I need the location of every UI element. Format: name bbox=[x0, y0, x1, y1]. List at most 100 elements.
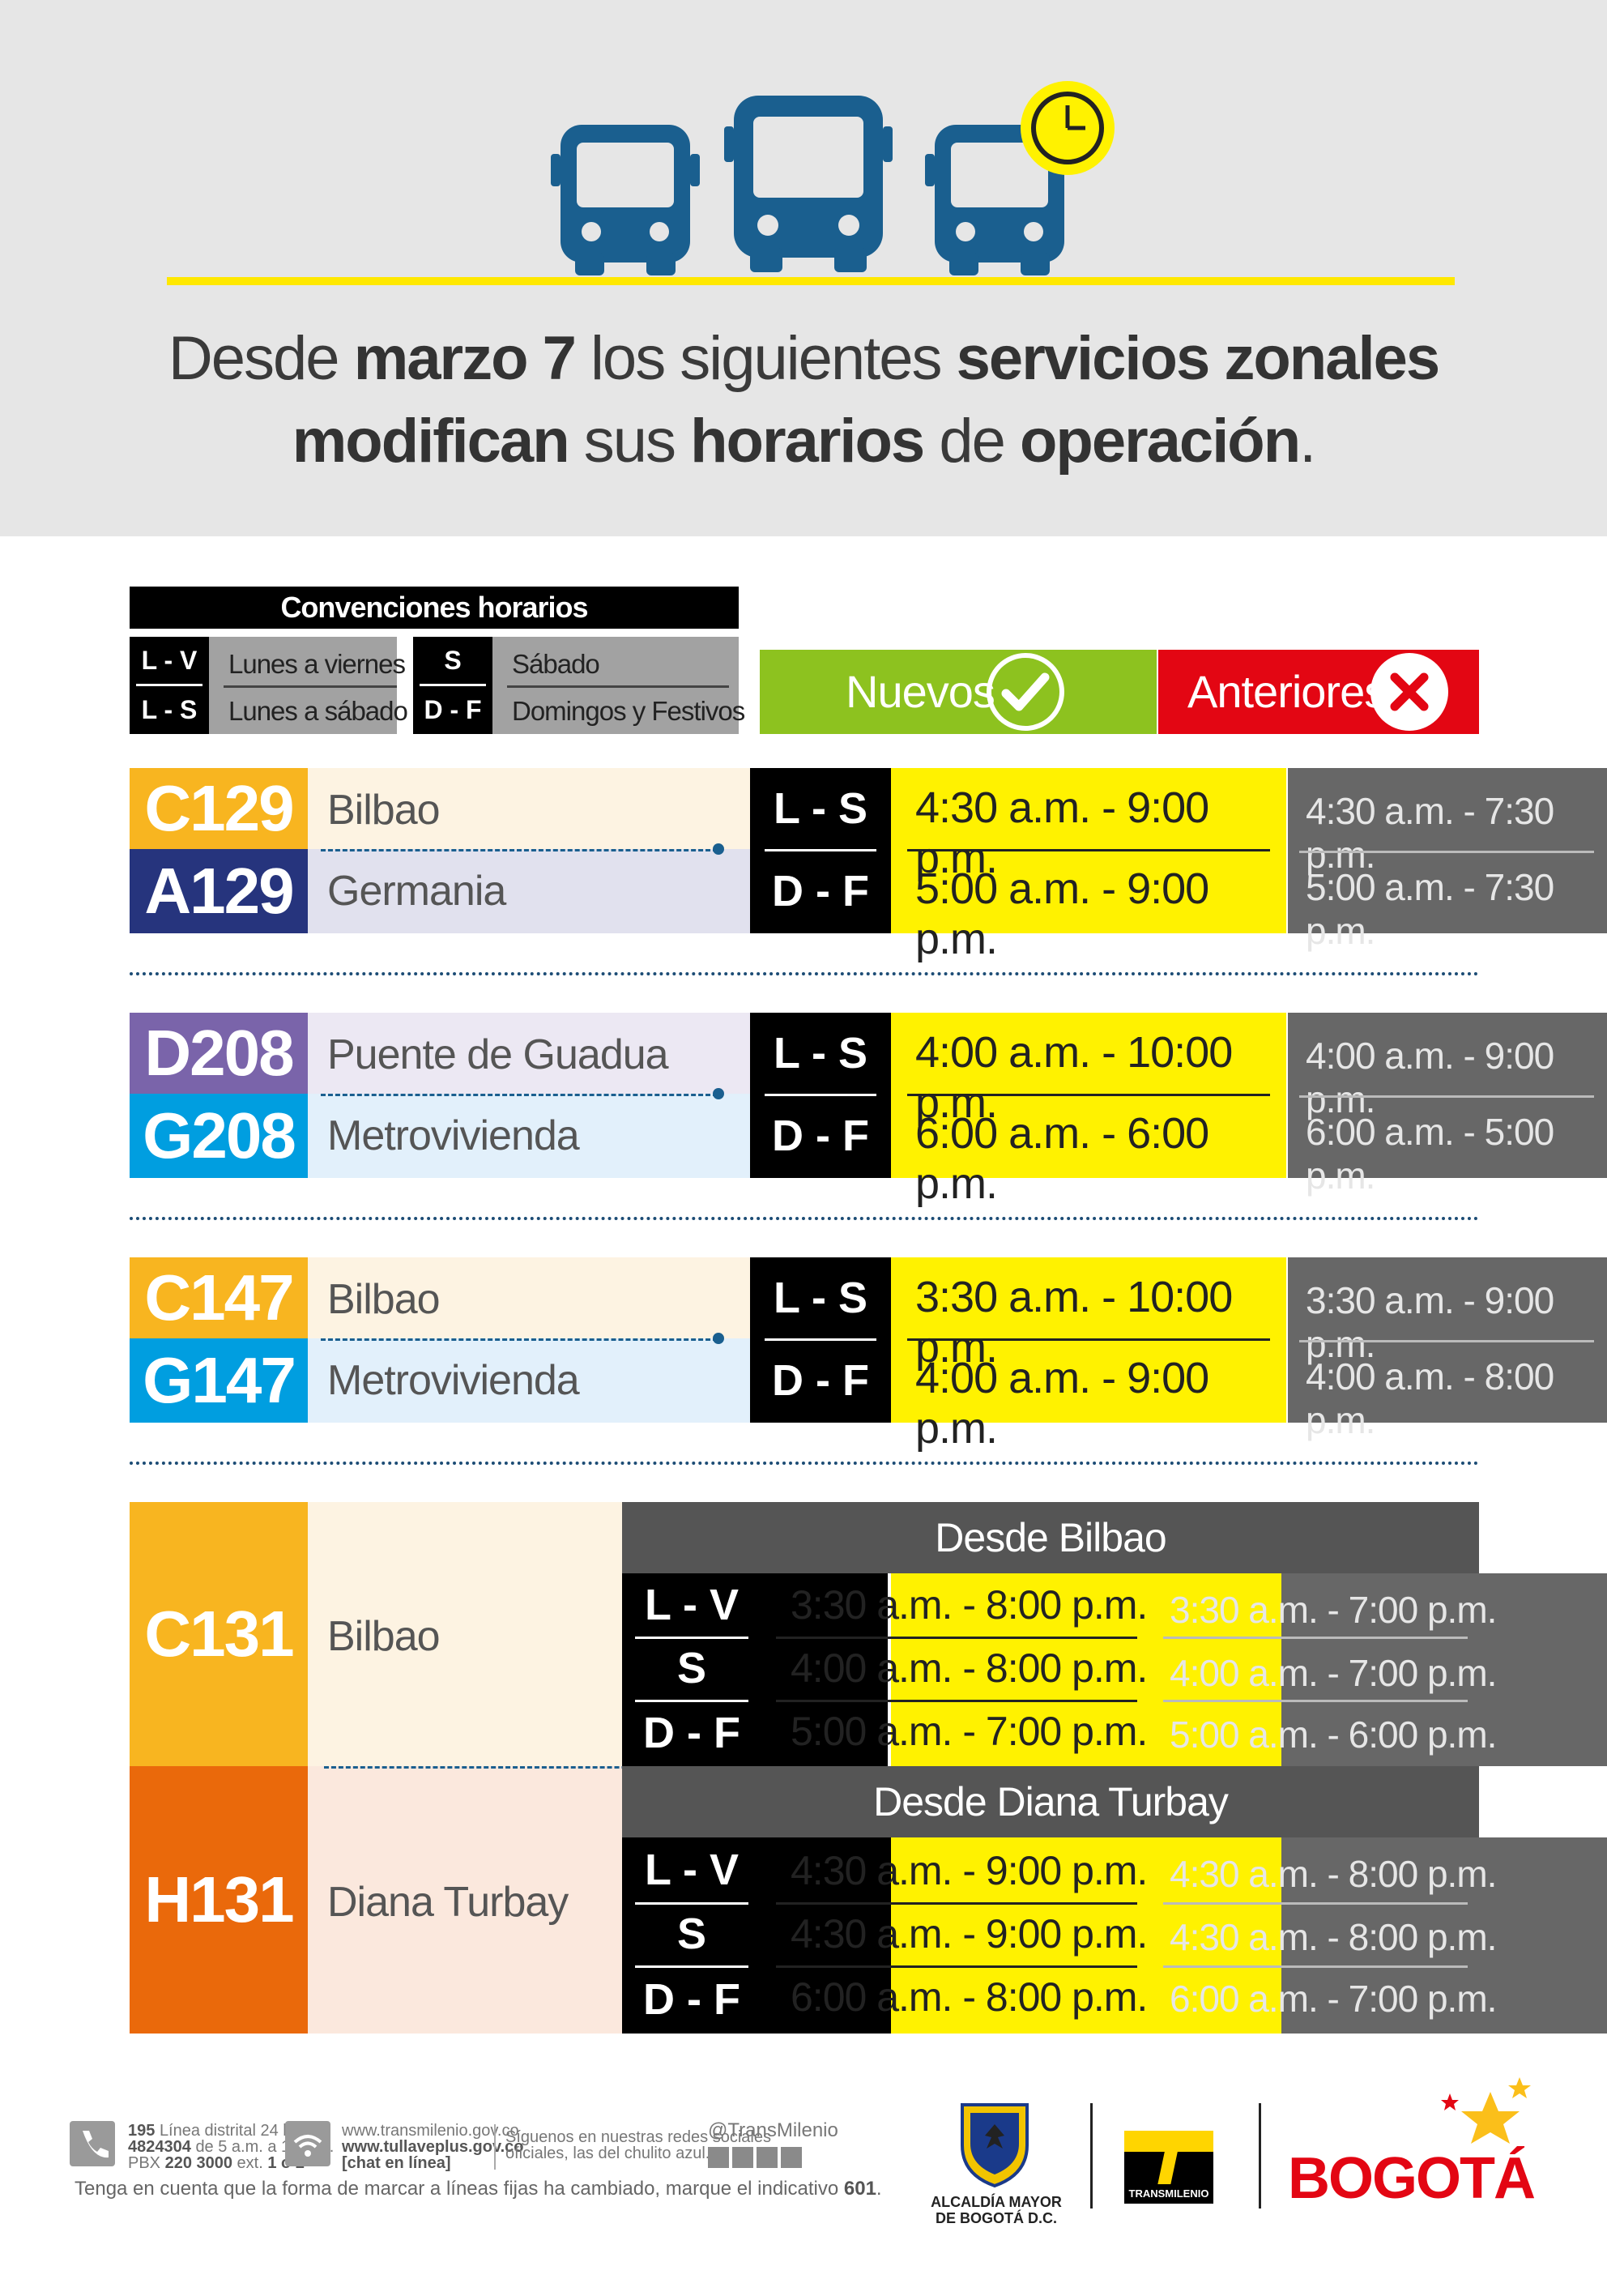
phone-icon bbox=[70, 2121, 115, 2166]
route-code: A129 bbox=[130, 849, 308, 933]
instagram-icon[interactable] bbox=[757, 2147, 778, 2168]
x-icon bbox=[1370, 653, 1448, 731]
convention-df-label: Domingos y Festivos bbox=[512, 696, 745, 726]
separator bbox=[907, 1094, 1270, 1096]
web-info: www.transmilenio.gov.co www.tullaveplus.g… bbox=[342, 2122, 524, 2172]
route-code: H131 bbox=[130, 1766, 308, 2034]
section-divider bbox=[130, 972, 1479, 975]
section-divider bbox=[130, 1217, 1479, 1220]
separator bbox=[765, 849, 876, 851]
youtube-icon[interactable] bbox=[781, 2147, 802, 2168]
header-divider bbox=[167, 277, 1455, 285]
route-dest-bg bbox=[308, 1013, 750, 1094]
check-icon bbox=[987, 653, 1064, 731]
convention-separator bbox=[224, 685, 397, 688]
route-destination: Germania bbox=[327, 868, 506, 915]
separator bbox=[776, 1637, 1137, 1639]
separator bbox=[635, 1700, 748, 1702]
social-info: Síguenos en nuestras redes sociales ofici… bbox=[505, 2128, 771, 2162]
separator bbox=[1163, 1902, 1468, 1905]
header-band bbox=[0, 0, 1607, 536]
new-time: 3:30 a.m. - 8:00 p.m. bbox=[791, 1582, 1148, 1628]
separator bbox=[907, 1338, 1270, 1341]
route-code: C131 bbox=[130, 1502, 308, 1766]
convention-separator bbox=[507, 685, 729, 688]
subheader-desde-bilbao: Desde Bilbao bbox=[622, 1502, 1479, 1573]
convention-ls-label: Lunes a sábado bbox=[228, 696, 408, 726]
route-destination: Metrovivienda bbox=[327, 1357, 580, 1404]
separator bbox=[635, 1965, 748, 1968]
separator bbox=[1163, 1637, 1468, 1639]
separator bbox=[776, 1965, 1137, 1968]
day-label: D - F bbox=[643, 1975, 740, 2024]
new-schedule-box bbox=[891, 1573, 1281, 1766]
footer-separator bbox=[494, 2124, 496, 2170]
route-code: D208 bbox=[130, 1013, 308, 1094]
day-label: L - V bbox=[644, 1846, 739, 1894]
route-dest-bg bbox=[308, 768, 750, 849]
day-block bbox=[622, 1837, 761, 2034]
separator bbox=[776, 1700, 1137, 1702]
day-label: S bbox=[676, 1910, 707, 1958]
separator bbox=[1163, 1700, 1468, 1702]
alcaldia-shield-logo bbox=[961, 2103, 1029, 2188]
route-dest-bg bbox=[308, 1338, 750, 1423]
route-destination: Bilbao bbox=[327, 1613, 441, 1660]
facebook-icon[interactable] bbox=[732, 2147, 753, 2168]
wifi-icon bbox=[285, 2121, 330, 2166]
legend-new: Nuevos bbox=[760, 650, 1157, 734]
separator bbox=[1299, 1095, 1594, 1098]
new-time: 4:30 a.m. - 9:00 p.m. bbox=[791, 1848, 1148, 1893]
dialing-notice: Tenga en cuenta que la forma de marcar a… bbox=[75, 2178, 882, 2200]
route-destination: Bilbao bbox=[327, 787, 441, 834]
day-label: D - F bbox=[643, 1709, 740, 1757]
new-schedule-box bbox=[891, 1837, 1281, 2034]
legend-old: Anteriores bbox=[1158, 650, 1479, 734]
route-code: C147 bbox=[130, 1257, 308, 1338]
old-time: 3:30 a.m. - 7:00 p.m. bbox=[1170, 1589, 1497, 1631]
convention-s-label: Sábado bbox=[512, 649, 600, 679]
convention-lv-label: Lunes a viernes bbox=[228, 649, 406, 679]
route-connector-dot bbox=[713, 843, 724, 855]
page-headline: Desde marzo 7 los siguientes servicios z… bbox=[168, 324, 1440, 476]
route-dest-bg bbox=[308, 1257, 750, 1338]
route-dest-bg bbox=[308, 849, 750, 933]
separator bbox=[635, 1637, 748, 1639]
old-time: 4:30 a.m. - 8:00 p.m. bbox=[1170, 1916, 1497, 1958]
old-schedule-box bbox=[1281, 1837, 1607, 2034]
new-time: 4:00 a.m. - 8:00 p.m. bbox=[791, 1645, 1148, 1691]
route-code: C129 bbox=[130, 768, 308, 849]
logo-separator bbox=[1090, 2103, 1093, 2209]
conventions-title: Convenciones horarios bbox=[130, 587, 739, 629]
route-block-c129-a129: C129 A129 Bilbao Germania L - S D - F 4:… bbox=[130, 768, 1607, 963]
route-connector bbox=[321, 1094, 718, 1096]
alcaldia-text: ALCALDÍA MAYOR DE BOGOTÁ D.C. bbox=[931, 2194, 1062, 2226]
route-destination: Diana Turbay bbox=[327, 1879, 569, 1926]
separator bbox=[635, 1902, 748, 1905]
separator bbox=[1163, 1965, 1468, 1968]
route-connector-dot bbox=[713, 1333, 724, 1344]
twitter-icon[interactable] bbox=[708, 2147, 729, 2168]
route-connector bbox=[321, 849, 718, 851]
route-block-c147-g147: C147 G147 Bilbao Metrovivienda L - S D -… bbox=[130, 1257, 1607, 1453]
route-code: G208 bbox=[130, 1094, 308, 1178]
separator bbox=[765, 1338, 876, 1341]
route-dest-bg bbox=[308, 1094, 750, 1178]
day-label: S bbox=[676, 1644, 707, 1692]
separator bbox=[907, 849, 1270, 851]
route-block-d208-g208: D208 G208 Puente de Guadua Metrovivienda… bbox=[130, 1013, 1607, 1208]
new-time: 4:30 a.m. - 9:00 p.m. bbox=[791, 1911, 1148, 1957]
separator bbox=[765, 1094, 876, 1096]
day-label: L - V bbox=[644, 1581, 739, 1629]
separator bbox=[776, 1902, 1137, 1905]
logo-separator bbox=[1259, 2103, 1261, 2209]
new-time: 6:00 a.m. - 8:00 p.m. bbox=[791, 1974, 1148, 2020]
route-connector bbox=[321, 1338, 718, 1341]
section-divider bbox=[130, 1462, 1479, 1465]
old-time: 6:00 a.m. - 7:00 p.m. bbox=[1170, 1978, 1497, 2020]
old-schedule-box bbox=[1281, 1573, 1607, 1766]
old-time: 4:00 a.m. - 7:00 p.m. bbox=[1170, 1652, 1497, 1694]
separator bbox=[1299, 851, 1594, 853]
